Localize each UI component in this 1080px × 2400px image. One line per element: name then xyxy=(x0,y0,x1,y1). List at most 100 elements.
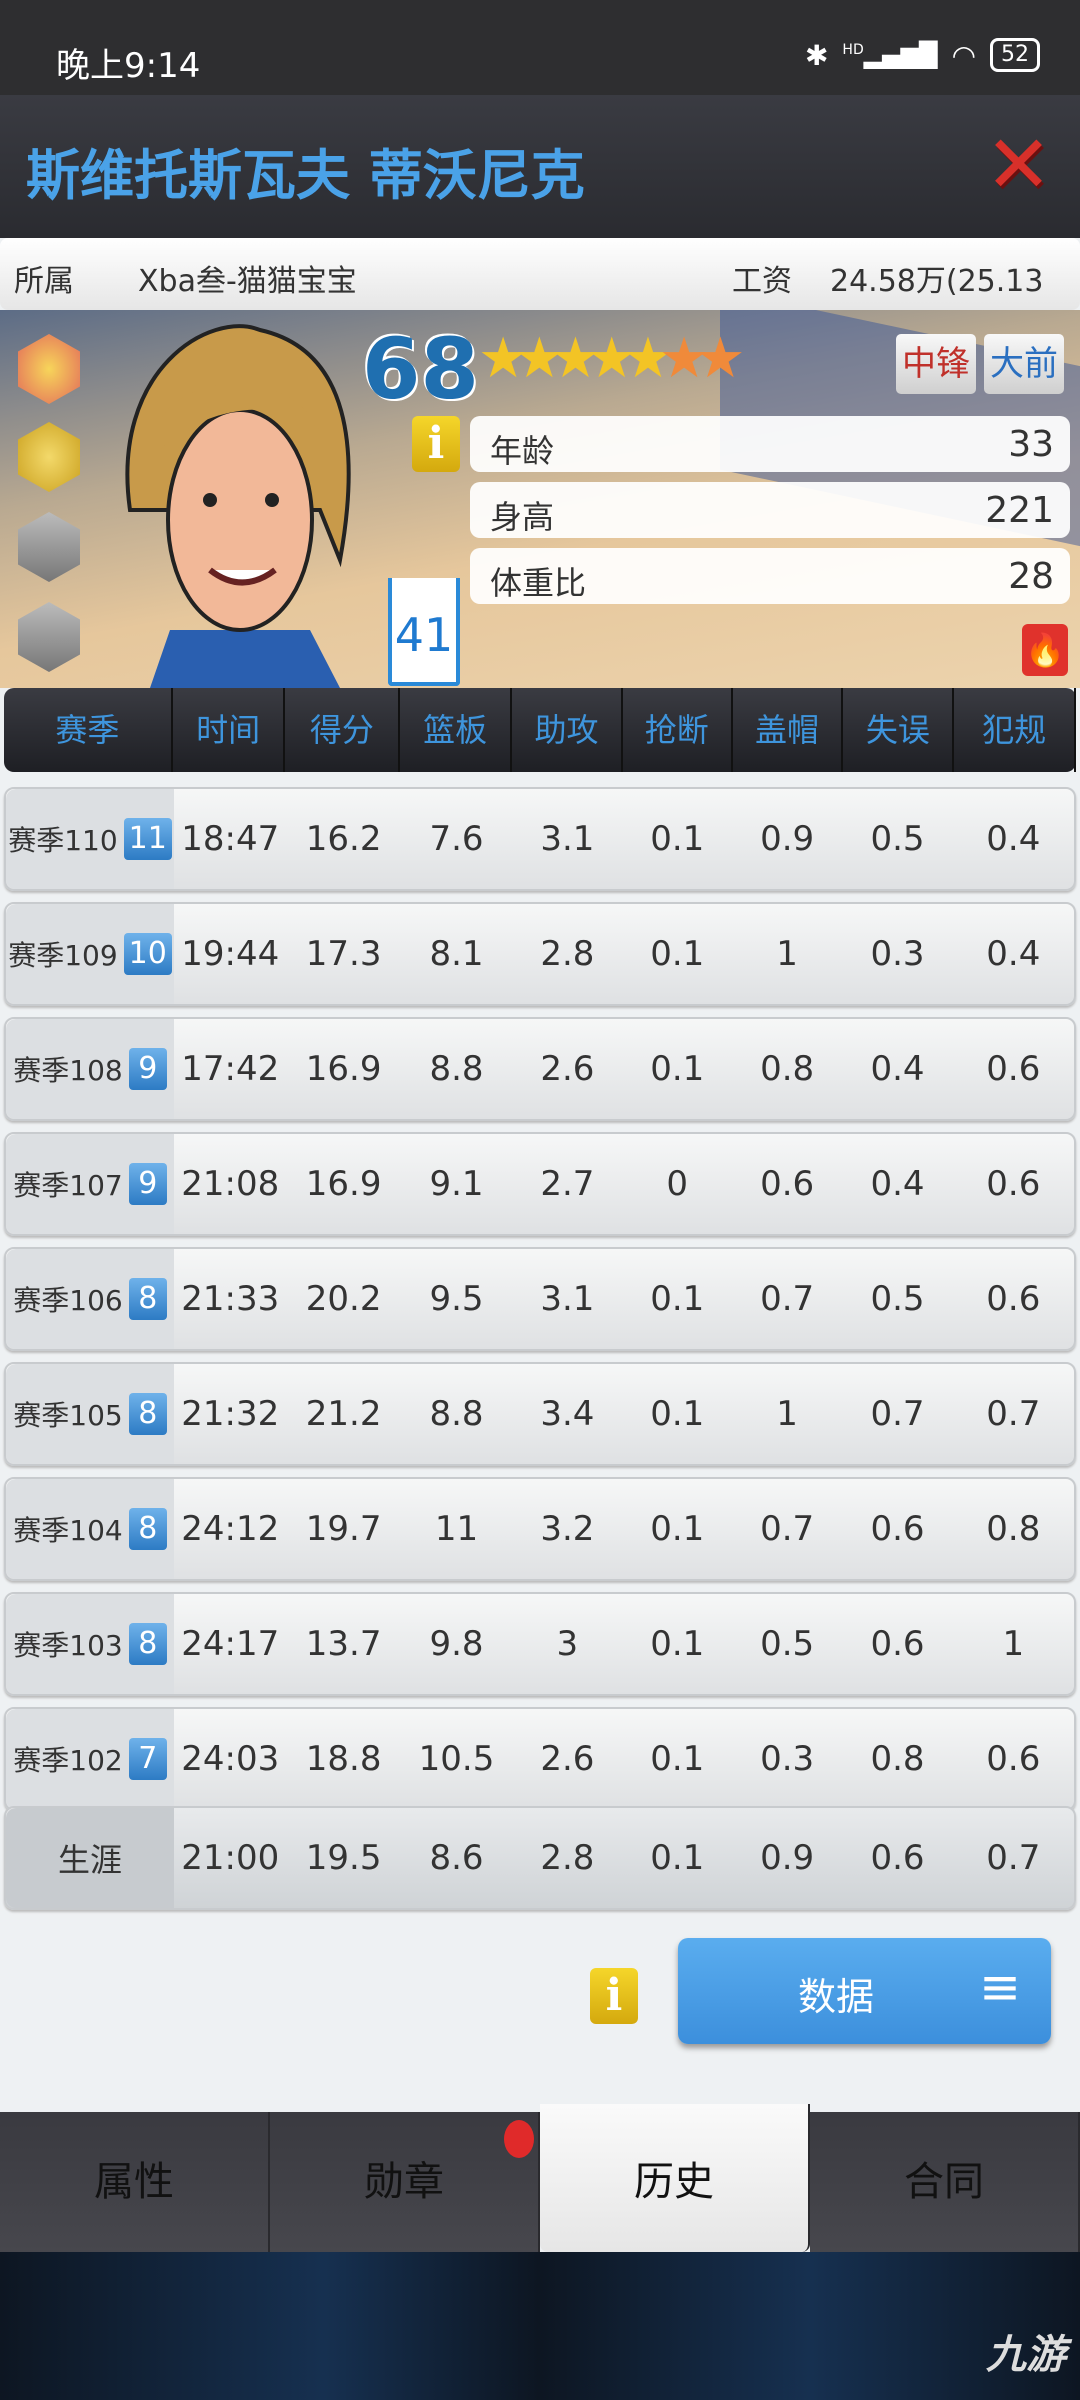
table-row[interactable]: 赛季107 9 21:08 16.9 9.1 2.7 0 0.6 0.4 0.6 xyxy=(4,1132,1076,1236)
stat-cell: 8.8 xyxy=(429,1049,484,1089)
stat-cell: 3.4 xyxy=(540,1394,595,1434)
tab-label: 勋章 xyxy=(364,2159,444,2205)
column-header[interactable]: 抢断 xyxy=(623,688,733,772)
stat-cell: 20.2 xyxy=(305,1279,382,1319)
column-header[interactable]: 篮板 xyxy=(400,688,513,772)
column-header[interactable]: 助攻 xyxy=(512,688,623,772)
lightning-badge-icon[interactable] xyxy=(18,422,80,492)
stat-cell: 0.1 xyxy=(650,1049,705,1089)
player-name: 斯维托斯瓦夫 蒂沃尼克 xyxy=(26,144,585,207)
stat-cell: 16.9 xyxy=(305,1049,382,1089)
stat-cell: 0.9 xyxy=(760,1838,815,1878)
menu-icon: ≡ xyxy=(979,1958,1021,2016)
attr-height: 身高 221 xyxy=(470,482,1070,538)
season-label: 赛季108 xyxy=(13,1054,123,1087)
salary-label: 工资 xyxy=(732,264,792,299)
career-row[interactable]: 生涯 21:00 19.5 8.6 2.8 0.1 0.9 0.6 0.7 xyxy=(4,1806,1076,1910)
info-icon[interactable]: i xyxy=(590,1968,638,2024)
level-badge: 8 xyxy=(128,1508,167,1550)
player-avatar xyxy=(125,324,351,688)
column-header[interactable]: 盖帽 xyxy=(733,688,844,772)
overall-rating: 68 xyxy=(362,320,479,418)
level-badge: 10 xyxy=(123,933,172,975)
stat-cell: 2.7 xyxy=(540,1164,595,1204)
data-button[interactable]: 数据 ≡ xyxy=(678,1938,1051,2044)
table-row[interactable]: 赛季106 8 21:33 20.2 9.5 3.1 0.1 0.7 0.5 0.6 xyxy=(4,1247,1076,1351)
table-row[interactable]: 赛季105 8 21:32 21.2 8.8 3.4 0.1 1 0.7 0.7 xyxy=(4,1362,1076,1466)
stat-cell: 0.5 xyxy=(870,1279,925,1319)
stat-cell: 0.8 xyxy=(760,1049,815,1089)
table-row[interactable]: 赛季102 7 24:03 18.8 10.5 2.6 0.1 0.3 0.8 0.6 xyxy=(4,1707,1076,1811)
status-bar: 晚上9:14 ✱ HD▂▄▆█ ◠ 52 xyxy=(0,0,1080,95)
stat-cell: 0.5 xyxy=(870,819,925,859)
tab-2[interactable]: 历史 xyxy=(540,2104,810,2252)
position-badge-center: 中锋 xyxy=(896,334,976,394)
tab-0[interactable]: 属性 xyxy=(0,2112,270,2252)
stat-cell: 8.6 xyxy=(429,1838,484,1878)
position-badge-pf: 大前 xyxy=(984,334,1064,394)
stat-cell: 0.9 xyxy=(760,819,815,859)
stat-cell: 8.1 xyxy=(429,934,484,974)
stat-cell: 16.9 xyxy=(305,1164,382,1204)
info-icon[interactable]: i xyxy=(412,416,460,472)
season-cell: 赛季110 11 xyxy=(6,789,175,889)
player-card: 68 ★★★★★★★ 中锋 大前 i 年龄 33 身高 221 体重比 28 41 🔥 xyxy=(0,310,1080,688)
wifi-icon: ◠ xyxy=(951,38,976,72)
stat-cell: 9.1 xyxy=(429,1164,484,1204)
tab-label: 合同 xyxy=(904,2159,984,2205)
season-cell: 赛季103 8 xyxy=(6,1594,175,1694)
stat-cell: 24:03 xyxy=(181,1739,280,1779)
watermark-logo: 九游 xyxy=(986,2332,1066,2378)
fire-icon[interactable]: 🔥 xyxy=(1022,624,1068,676)
season-cell: 赛季109 10 xyxy=(6,904,175,1004)
level-badge: 8 xyxy=(128,1393,167,1435)
stat-cell: 0.4 xyxy=(986,819,1041,859)
stat-cell: 9.5 xyxy=(429,1279,484,1319)
star-icon: ★★★★★ xyxy=(478,326,673,391)
team-name: Xba叁-猫猫宝宝 xyxy=(138,264,357,299)
table-row[interactable]: 赛季109 10 19:44 17.3 8.1 2.8 0.1 1 0.3 0.4 xyxy=(4,902,1076,1006)
title-bar: 斯维托斯瓦夫 蒂沃尼克 ✕ xyxy=(0,95,1080,238)
stat-cell: 0.3 xyxy=(760,1739,815,1779)
table-row[interactable]: 赛季103 8 24:17 13.7 9.8 3 0.1 0.5 0.6 1 xyxy=(4,1592,1076,1696)
column-header[interactable]: 失误 xyxy=(843,688,955,772)
lock-icon[interactable] xyxy=(18,602,80,672)
stat-cell: 2.6 xyxy=(540,1739,595,1779)
stat-cell: 2.8 xyxy=(540,934,595,974)
stat-cell: 7.6 xyxy=(429,819,484,859)
stat-cell: 9.8 xyxy=(429,1624,484,1664)
stat-cell: 0.1 xyxy=(650,1838,705,1878)
stat-cell: 18.8 xyxy=(305,1739,382,1779)
table-row[interactable]: 赛季104 8 24:12 19.7 11 3.2 0.1 0.7 0.6 0.8 xyxy=(4,1477,1076,1581)
table-row[interactable]: 赛季108 9 17:42 16.9 8.8 2.6 0.1 0.8 0.4 0.6 xyxy=(4,1017,1076,1121)
lock-icon[interactable] xyxy=(18,512,80,582)
tab-label: 历史 xyxy=(634,2159,714,2205)
half-star-icon: ★★ xyxy=(659,326,745,391)
stat-cell: 0.6 xyxy=(986,1279,1041,1319)
stat-cell: 17:42 xyxy=(181,1049,280,1089)
stat-cell: 0.1 xyxy=(650,1279,705,1319)
stat-cell: 0.6 xyxy=(986,1739,1041,1779)
season-label: 赛季110 xyxy=(8,824,118,857)
stat-cell: 0.7 xyxy=(986,1838,1041,1878)
column-header[interactable]: 得分 xyxy=(285,688,401,772)
column-header[interactable]: 犯规 xyxy=(954,688,1077,772)
stat-cell: 21:08 xyxy=(181,1164,280,1204)
star-rating: ★★★★★★★ xyxy=(478,326,746,391)
badge-icon[interactable] xyxy=(18,334,80,404)
stat-cell: 1 xyxy=(776,934,798,974)
tab-bar: 属性 勋章 历史 合同 xyxy=(0,2104,1080,2252)
table-row[interactable]: 赛季110 11 18:47 16.2 7.6 3.1 0.1 0.9 0.5 0.4 xyxy=(4,787,1076,891)
stat-cell: 24:12 xyxy=(181,1509,280,1549)
stat-cell: 3.1 xyxy=(540,819,595,859)
column-header[interactable]: 赛季 xyxy=(4,688,173,772)
close-icon[interactable]: ✕ xyxy=(984,118,1052,211)
stat-cell: 21.2 xyxy=(305,1394,382,1434)
stat-cell: 0.8 xyxy=(870,1739,925,1779)
level-badge: 8 xyxy=(128,1623,167,1665)
column-header[interactable]: 时间 xyxy=(173,688,286,772)
stat-cell: 0.7 xyxy=(760,1509,815,1549)
stat-cell: 13.7 xyxy=(305,1624,382,1664)
tab-3[interactable]: 合同 xyxy=(810,2112,1080,2252)
tab-1[interactable]: 勋章 xyxy=(270,2112,540,2252)
